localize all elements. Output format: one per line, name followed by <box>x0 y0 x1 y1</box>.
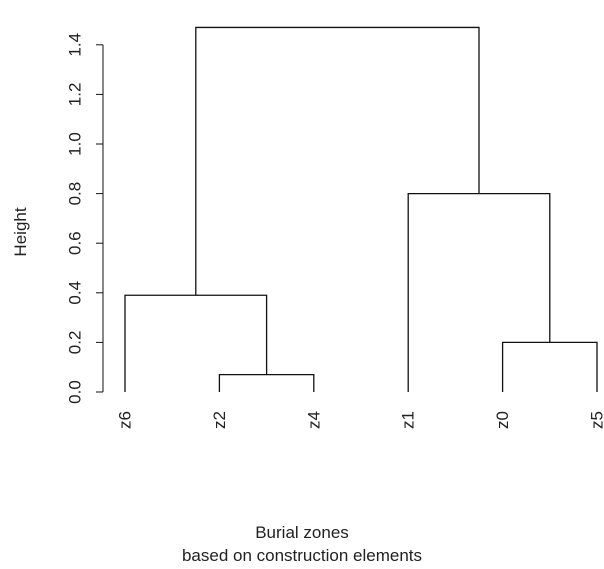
merge-z0-z5 <box>501 341 598 392</box>
merge-z6-m1 <box>124 294 268 392</box>
x-axis-title-line-1: Burial zones <box>255 523 349 542</box>
leaf-label-z0: z0 <box>493 411 512 429</box>
y-tick-label: 0.8 <box>66 182 85 206</box>
y-tick-label: 1.4 <box>66 33 85 57</box>
y-axis: 0.0 0.2 0.4 0.6 0.8 1.0 1.2 1.4 <box>66 33 104 404</box>
merge-z2-z4 <box>218 373 315 392</box>
leaf-label-z4: z4 <box>304 411 323 429</box>
merge-z1-m2 <box>407 192 551 392</box>
y-tick-label: 0.4 <box>66 281 85 305</box>
leaf-label-z2: z2 <box>210 411 229 429</box>
merge-m3-m4 <box>195 26 480 296</box>
y-tick-label: 0.2 <box>66 331 85 355</box>
leaf-label-z1: z1 <box>399 411 418 429</box>
y-tick-label: 0.6 <box>66 231 85 255</box>
y-axis-title: Height <box>11 207 30 256</box>
leaf-label-z6: z6 <box>116 411 135 429</box>
dendrogram-tree <box>124 26 598 392</box>
y-tick-label: 1.2 <box>66 83 85 107</box>
y-tick-label: 1.0 <box>66 132 85 156</box>
leaf-label-z5: z5 <box>588 411 604 429</box>
y-tick-label: 0.0 <box>66 380 85 404</box>
x-axis-title-line-2: based on construction elements <box>181 546 423 565</box>
leaf-labels: z6 z2 z4 z1 z0 z5 <box>116 411 604 429</box>
